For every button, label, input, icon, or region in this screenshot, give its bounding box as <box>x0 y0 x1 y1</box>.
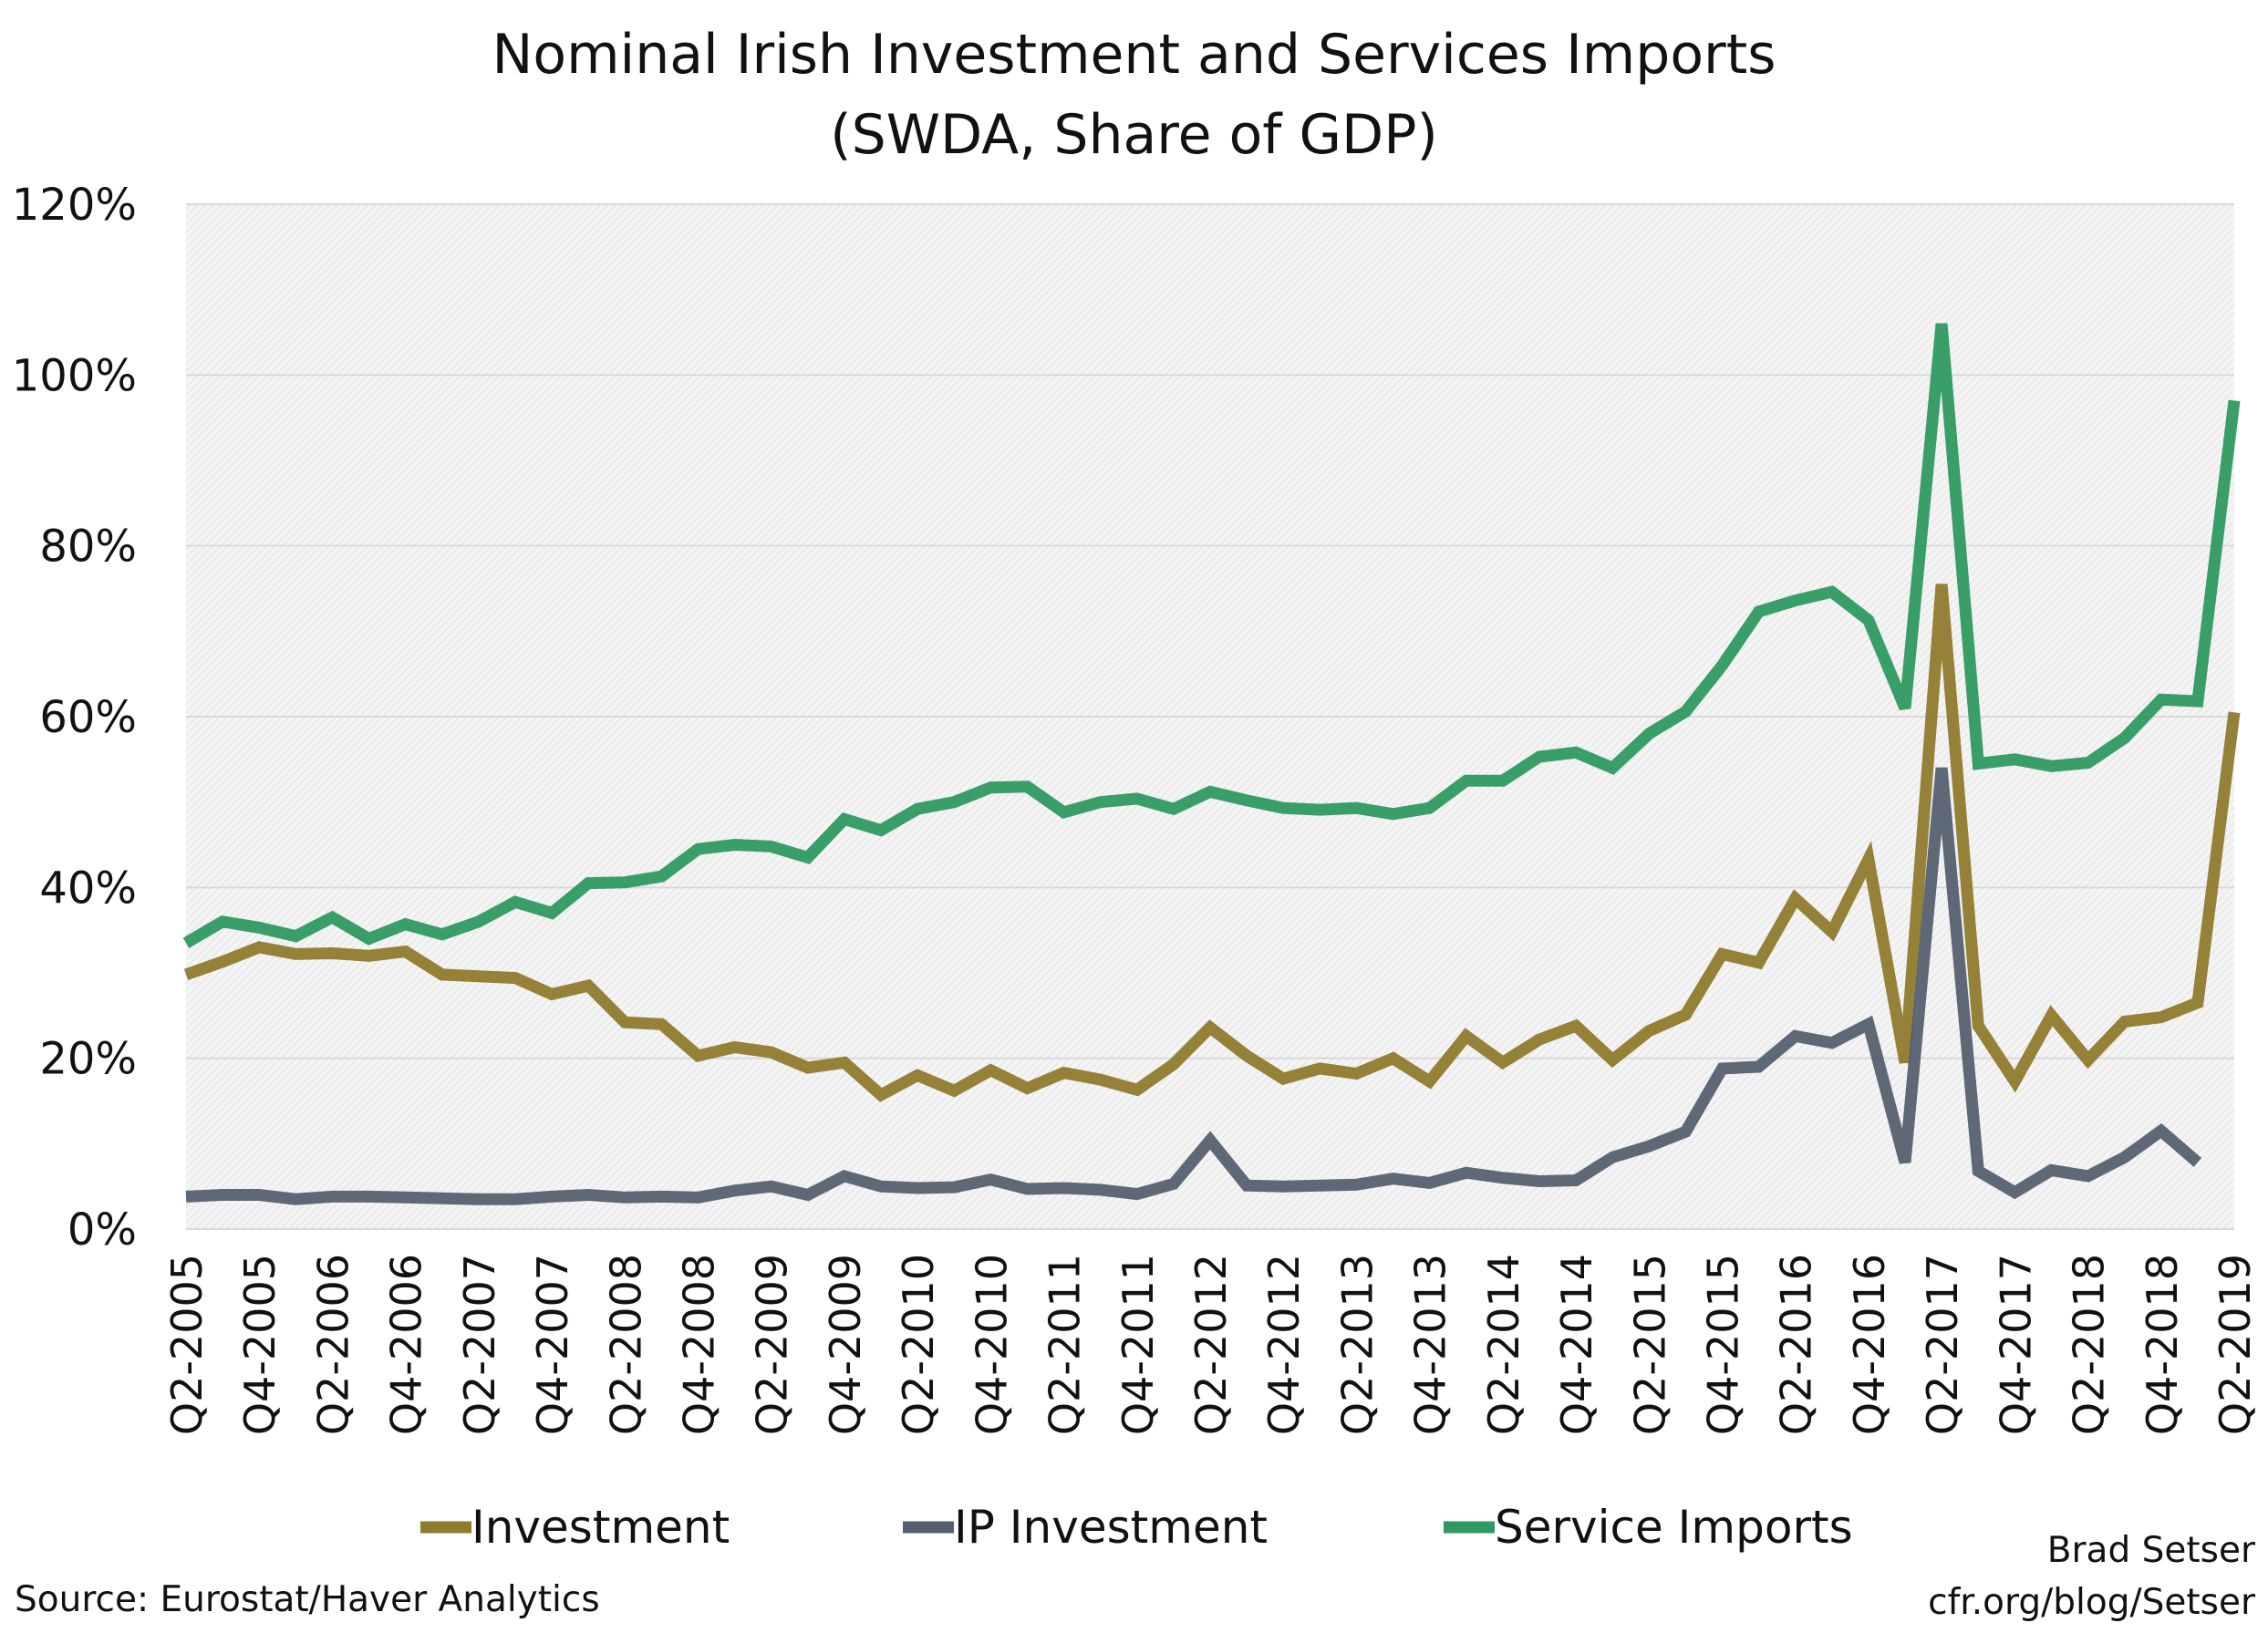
y-tick-label: 40% <box>39 863 137 914</box>
x-tick-label: Q2-2005 <box>162 1254 212 1435</box>
x-tick-label: Q4-2005 <box>235 1254 285 1435</box>
legend-label: Investment <box>471 1501 730 1554</box>
x-tick-label: Q2-2013 <box>1332 1254 1382 1435</box>
author-url: cfr.org/blog/Setser <box>1928 1582 2255 1623</box>
x-tick-label: Q4-2009 <box>821 1254 870 1435</box>
series-line-ip-investment <box>185 767 2202 1205</box>
author-credit: Brad Setser <box>2046 1530 2255 1571</box>
x-tick-label: Q4-2013 <box>1406 1254 1455 1435</box>
y-tick-label: 20% <box>39 1034 137 1085</box>
y-tick-label: 0% <box>67 1204 137 1256</box>
x-tick-label: Q4-2006 <box>382 1254 431 1435</box>
source-note: Source: Eurostat/Haver Analytics <box>15 1579 600 1620</box>
x-tick-label: Q4-2016 <box>1845 1254 1894 1435</box>
x-tick-label: Q2-2017 <box>1918 1254 1967 1435</box>
x-tick-label: Q4-2008 <box>675 1254 724 1435</box>
x-tick-label: Q2-2012 <box>1186 1254 1236 1435</box>
x-tick-label: Q2-2016 <box>1772 1254 1821 1435</box>
x-tick-label: Q2-2011 <box>1041 1254 1090 1435</box>
x-tick-label: Q4-2017 <box>1991 1254 2040 1435</box>
chart-title: Nominal Irish Investment and Services Im… <box>492 23 1776 87</box>
x-tick-label: Q4-2011 <box>1113 1254 1163 1435</box>
x-tick-label: Q2-2007 <box>455 1254 504 1435</box>
y-tick-label: 120% <box>12 180 137 231</box>
legend-label: Service Imports <box>1495 1501 1853 1554</box>
x-tick-label: Q4-2007 <box>528 1254 577 1435</box>
legend-label: IP Investment <box>954 1501 1268 1554</box>
y-tick-label: 80% <box>39 522 137 573</box>
x-tick-label: Q2-2014 <box>1479 1254 1528 1435</box>
chart-subtitle: (SWDA, Share of GDP) <box>830 103 1438 167</box>
x-tick-label: Q2-2018 <box>2065 1254 2114 1435</box>
x-tick-label: Q4-2010 <box>967 1254 1016 1435</box>
x-tick-label: Q2-2006 <box>308 1254 357 1435</box>
y-tick-label: 60% <box>39 692 137 743</box>
x-tick-label: Q2-2010 <box>894 1254 943 1435</box>
x-tick-label: Q2-2015 <box>1625 1254 1674 1435</box>
x-tick-label: Q4-2012 <box>1259 1254 1309 1435</box>
x-tick-label: Q2-2019 <box>2211 1254 2260 1435</box>
y-tick-label: 100% <box>12 350 137 401</box>
x-tick-label: Q4-2014 <box>1552 1254 1601 1435</box>
x-tick-label: Q4-2018 <box>2138 1254 2187 1435</box>
x-tick-label: Q2-2008 <box>601 1254 650 1435</box>
x-tick-label: Q4-2015 <box>1699 1254 1748 1435</box>
x-tick-label: Q2-2009 <box>748 1254 797 1435</box>
